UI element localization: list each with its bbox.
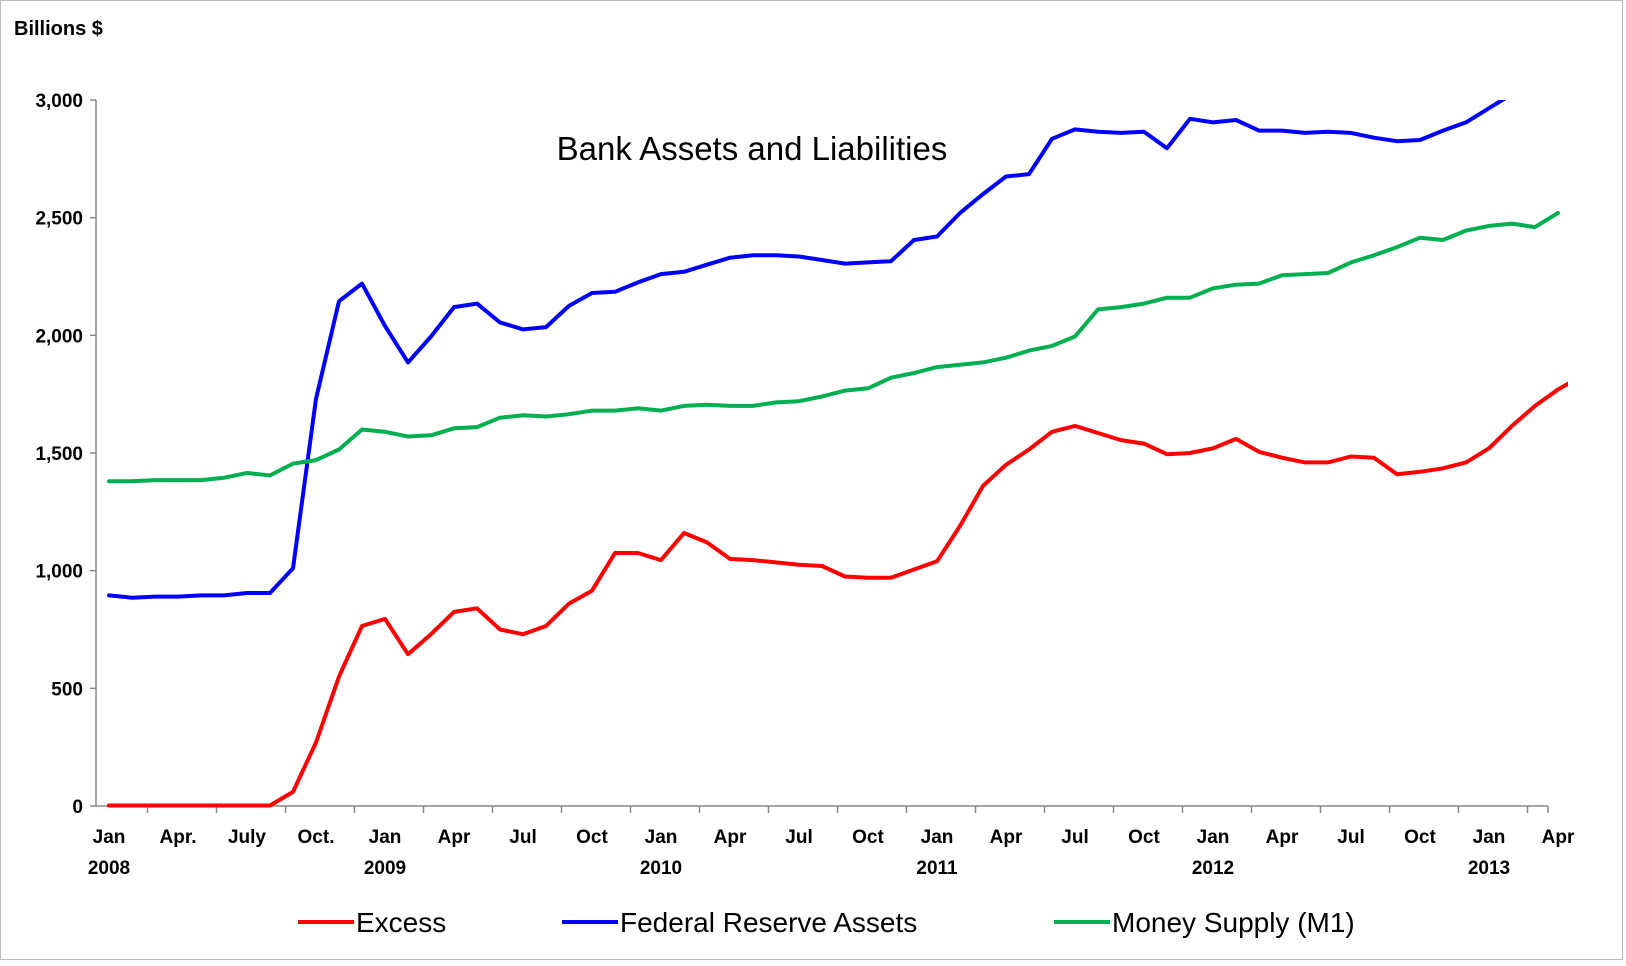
series-layer [107, 100, 1568, 808]
x-tick-year-label: 2013 [1468, 858, 1510, 879]
legend-label-federal-reserve-assets: Federal Reserve Assets [620, 907, 917, 938]
y-tick-label: 3,000 [35, 91, 83, 112]
series-line-money-supply-m1 [107, 211, 1560, 484]
y-tick-label: 1,000 [35, 562, 83, 583]
x-tick-label: Jan [93, 827, 126, 848]
x-tick-label: Jan [1473, 827, 1506, 848]
y-tick-label: 2,000 [35, 326, 83, 347]
series-line-excess [107, 381, 1568, 808]
x-tick-label: Apr [714, 827, 747, 848]
x-tick-label: Jul [785, 827, 812, 848]
x-tick-label: Jan [645, 827, 678, 848]
legend-label-excess: Excess [356, 907, 446, 938]
x-tick-year-label: 2009 [364, 858, 406, 879]
x-tick-label: Oct [576, 827, 608, 848]
series-line-federal-reserve-assets [107, 100, 1507, 600]
x-tick-label: Jan [369, 827, 402, 848]
x-tick-label: Apr [438, 827, 471, 848]
x-tick-label: Oct [1128, 827, 1160, 848]
chart-title: Bank Assets and Liabilities [557, 130, 948, 167]
x-tick-label: Apr [1542, 827, 1575, 848]
x-tick-year-label: 2010 [640, 858, 682, 879]
x-tick-label: Jul [509, 827, 536, 848]
x-tick-year-label: 2012 [1192, 858, 1234, 879]
x-tick-label: Jul [1061, 827, 1088, 848]
x-tick-label: Apr [990, 827, 1023, 848]
y-tick-label: 2,500 [35, 209, 83, 230]
legend-label-money-supply-m1: Money Supply (M1) [1112, 907, 1355, 938]
x-tick-label: Oct [852, 827, 884, 848]
axes: 0 500 1,000 1,500 2,000 2,500 3,000 Jan 2008 Apr.… [35, 91, 1575, 879]
y-axis-label: Billions $ [14, 18, 103, 40]
x-tick-year-label: 2011 [916, 858, 958, 879]
x-tick-label: Jan [1197, 827, 1230, 848]
y-tick-label: 500 [51, 679, 83, 700]
x-tick-label: Oct. [298, 827, 335, 848]
y-tick-label: 0 [72, 797, 83, 818]
x-tick-year-label: 2008 [88, 858, 130, 879]
x-tick-label: Oct [1404, 827, 1436, 848]
x-tick-label: Apr [1266, 827, 1299, 848]
x-tick-label: July [228, 827, 266, 848]
x-tick-label: Apr. [160, 827, 197, 848]
x-tick-label: Jan [921, 827, 954, 848]
legend: Excess Federal Reserve Assets Money Supply… [298, 907, 1355, 938]
x-tick-label: Jul [1337, 827, 1364, 848]
y-tick-label: 1,500 [35, 444, 83, 465]
